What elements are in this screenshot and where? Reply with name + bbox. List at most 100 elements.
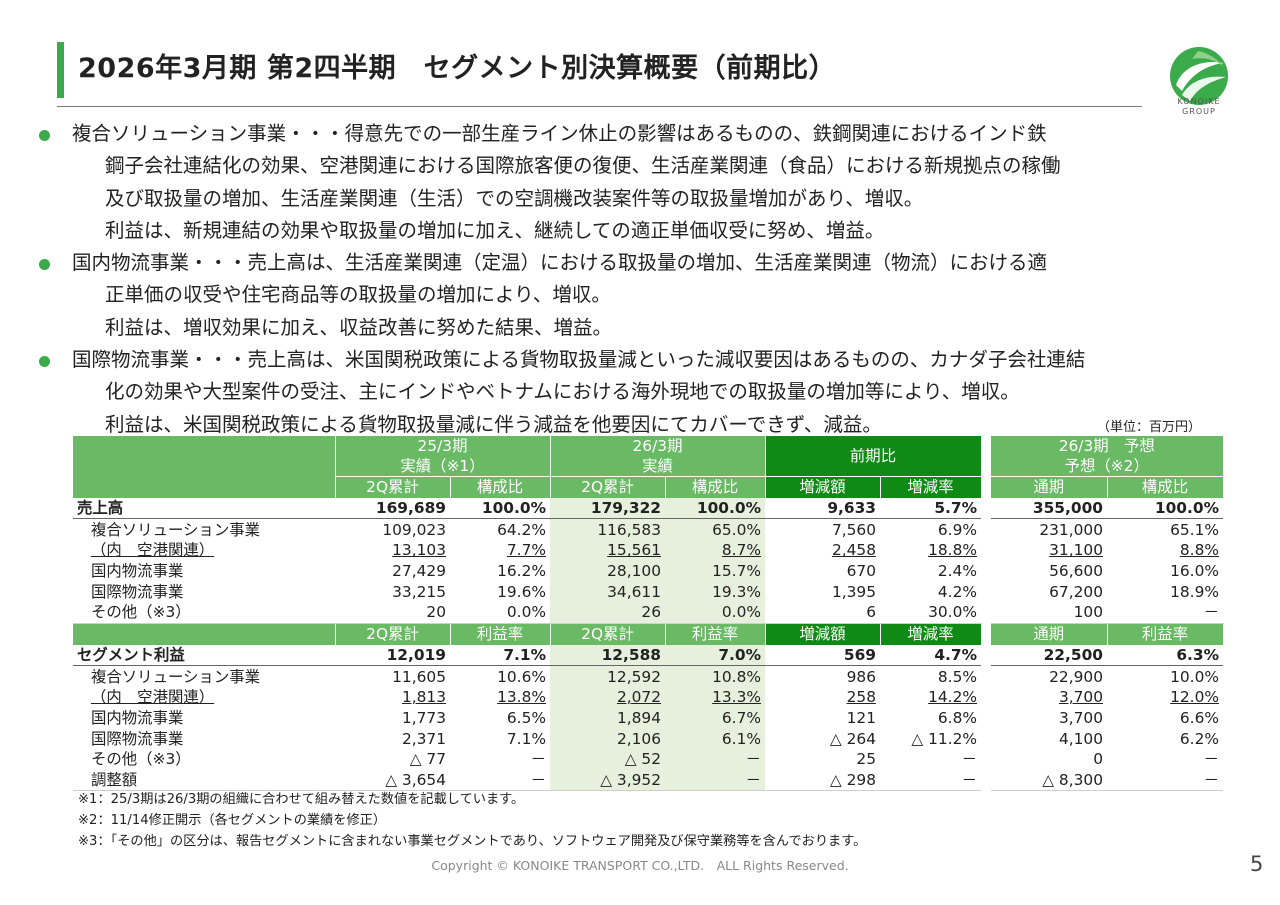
table-cell: 3,700 [1058,708,1103,727]
cell-value: 1,813 [401,688,446,707]
col-header: 増減率 [880,623,982,645]
col-header: 構成比 [665,476,766,498]
table-cell: 7.1% [506,729,546,748]
row-label: 国際物流事業 [91,729,184,748]
table-cell: 33,215 [392,582,446,601]
table-cell: △ 264 [829,729,876,748]
col-group-fy25: 25/3期 実績（※1） [335,436,551,477]
row-label: （内 空港関連） [73,540,335,561]
table-profit-header-row: 2Q累計 利益率 2Q累計 利益率 増減額 増減率 通期 利益率 [73,623,1224,645]
col-header: 2Q累計 [550,476,666,498]
logo-text-line: KONOIKE [1177,97,1221,106]
segment-table: 25/3期 実績（※1） 26/3期 実績 前期比 26/3期 予想 予想（※2… [73,436,1224,792]
cell-value: 18.8% [928,541,977,560]
bullet-international-logistics: 国際物流事業・・・売上高は、米国関税政策による貨物取扱量減といった減収要因はある… [36,344,1236,441]
table-row: その他（※3） 20 0.0% 26 0.0% 6 30.0% 100 － [73,602,1223,624]
col-group-label: 25/3期 [417,437,468,455]
logo-text: KONOIKE GROUP [1160,97,1238,117]
col-header: 2Q累計 [550,623,666,645]
table-cell: 56,600 [1049,562,1103,581]
table-cell: 22,500 [991,644,1107,667]
table-cell: △ 3,654 [335,769,450,792]
cell-value: 8.8% [1179,541,1219,560]
col-header: 2Q累計 [335,476,451,498]
table-cell: 27,429 [392,562,446,581]
table-cell: 116,583 [550,518,665,541]
footnote: ※1：25/3期は26/3期の組織に合わせて組み替えた数値を記載しています。 [78,792,525,807]
cell-value: 31,100 [1049,541,1103,560]
table-cell: 121 [846,708,876,727]
table-cell: 8.8% [1107,540,1223,561]
table-cell: － [880,769,981,792]
table-cell: 100.0% [1107,497,1223,520]
col-group-yoy: 前期比 [765,436,982,477]
cell-value: 13.8% [497,688,546,707]
table-cell: 15.7% [665,560,765,582]
page-title: 2026年3月期 第2四半期 セグメント別決算概要（前期比） [78,53,837,84]
table-cell: 7.0% [665,644,765,667]
row-label: 売上高 [73,497,335,520]
table-cell: 18.9% [1170,582,1219,601]
table-cell: 6.8% [937,708,977,727]
table-cell: 569 [765,644,880,667]
cell-value: 14.2% [928,688,977,707]
col-group-label: 26/3期 [632,437,683,455]
table-cell: － [530,750,546,769]
bullet-line: 利益は、新規連結の効果や取扱量の増加に加え、継続しての適正単価収受に努め、増益。 [105,218,885,242]
table-cell: 1,773 [401,708,446,727]
table-cell: 10.0% [1170,667,1219,686]
table-cell: 10.6% [497,667,546,686]
cell-value: 7.7% [506,541,546,560]
cell-value: 3,700 [1058,688,1103,707]
table-cell: 25 [856,750,876,769]
row-label: 国際物流事業 [91,582,184,601]
table-cell: 986 [846,667,876,686]
table-row: 調整額 △ 3,654 － △ 3,952 － △ 298 － △ 8,300 … [73,769,1223,792]
bullet-line: 化の効果や大型案件の受注、主にインドやベトナムにおける海外現地での取扱量の増加等… [105,380,1020,404]
col-group-forecast: 26/3期 予想 予想（※2） [991,436,1224,477]
col-header: 利益率 [1107,623,1224,645]
summary-bullets: 複合ソリューション事業・・・得意先での一部生産ライン休止の影響はあるものの、鉄鋼… [36,118,1236,441]
table-cell: 65.1% [1170,520,1219,539]
table-row: （内 空港関連） 13,103 7.7% 15,561 8.7% 2,458 1… [73,540,1223,561]
table-cell: 6.7% [665,707,765,729]
col-header: 通期 [991,476,1108,498]
table-cell: 65.0% [665,518,765,541]
table-cell: 26 [550,602,665,624]
table-row: 国内物流事業 1,773 6.5% 1,894 6.7% 121 6.8% 3,… [73,707,1223,729]
logo-text-line: GROUP [1182,107,1216,116]
table-cell: 5.7% [880,497,981,520]
bullet-line: 利益は、米国関税政策による貨物取扱量減に伴う減益を他要因にてカバーできず、減益。 [105,412,882,436]
row-label: 複合ソリューション事業 [91,667,260,686]
table-cell: － [1107,769,1223,792]
table-row: 国際物流事業 33,215 19.6% 34,611 19.3% 1,395 4… [73,581,1223,603]
table-cell: 12.0% [1107,687,1223,708]
table-cell: 20 [335,602,450,624]
bullet-line: 正単価の収受や住宅商品等の取扱量の増加により、増収。 [105,283,611,307]
table-cell: 16.0% [1170,562,1219,581]
cell-value: 2,072 [616,688,661,707]
cell-value: 2,458 [831,541,876,560]
col-header: 通期 [991,623,1108,645]
table-cell: 4,100 [1058,729,1103,748]
footnotes: ※1：25/3期は26/3期の組織に合わせて組み替えた数値を記載しています。 ※… [78,790,866,852]
page-number: 5 [1250,852,1264,876]
table-cell: 1,894 [550,707,665,729]
table-cell: 13.3% [665,686,765,708]
col-header: 構成比 [450,476,551,498]
table-cell: 179,322 [550,497,665,520]
table-cell: 19.6% [497,582,546,601]
table-cell: 355,000 [991,497,1107,520]
row-label-text: （内 空港関連） [91,541,215,560]
table-cell: － [665,748,765,770]
col-header: 利益率 [450,623,551,645]
table-cell: 12,588 [550,644,665,667]
cell-value: 15,561 [607,541,661,560]
table-cell: 12,019 [335,644,450,667]
bullet-composite-solutions: 複合ソリューション事業・・・得意先での一部生産ライン休止の影響はあるものの、鉄鋼… [36,118,1236,247]
table-cell: 19.3% [665,581,765,603]
table-cell: 6.3% [1107,644,1223,667]
table-cell: △ 52 [550,748,665,770]
table-cell: 231,000 [1039,520,1103,539]
table-cell: 15,561 [550,540,665,561]
